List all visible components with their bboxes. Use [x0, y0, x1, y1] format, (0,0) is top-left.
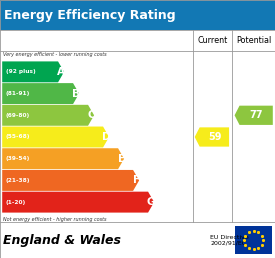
Text: (39-54): (39-54) [6, 156, 30, 161]
Text: England & Wales: England & Wales [3, 234, 121, 247]
Polygon shape [2, 170, 139, 191]
Polygon shape [2, 148, 124, 169]
Text: (1-20): (1-20) [6, 200, 26, 205]
Text: A: A [57, 67, 65, 77]
Polygon shape [2, 126, 109, 148]
Text: 59: 59 [208, 132, 221, 142]
Text: (81-91): (81-91) [6, 91, 30, 96]
Text: (21-38): (21-38) [6, 178, 30, 183]
Text: (55-68): (55-68) [6, 134, 30, 140]
Polygon shape [2, 83, 79, 104]
Text: EU Directive
2002/91/EC: EU Directive 2002/91/EC [210, 235, 248, 246]
Text: B: B [72, 88, 80, 99]
Text: Current: Current [197, 36, 228, 45]
Text: Energy Efficiency Rating: Energy Efficiency Rating [4, 9, 176, 22]
Polygon shape [2, 61, 64, 82]
Text: G: G [147, 197, 155, 207]
Text: E: E [117, 154, 125, 164]
Text: Potential: Potential [236, 36, 271, 45]
Polygon shape [235, 106, 273, 125]
Text: F: F [133, 175, 140, 186]
Text: (92 plus): (92 plus) [6, 69, 35, 74]
Polygon shape [2, 192, 154, 213]
Polygon shape [195, 127, 229, 147]
Text: 77: 77 [250, 110, 263, 120]
Text: D: D [102, 132, 110, 142]
Bar [0, 0, 275, 30]
Text: C: C [87, 110, 95, 120]
Polygon shape [2, 105, 94, 126]
Text: Very energy efficient - lower running costs: Very energy efficient - lower running co… [3, 52, 106, 57]
Bar [235, 226, 272, 254]
Text: (69-80): (69-80) [6, 113, 30, 118]
Text: Not energy efficient - higher running costs: Not energy efficient - higher running co… [3, 217, 106, 222]
